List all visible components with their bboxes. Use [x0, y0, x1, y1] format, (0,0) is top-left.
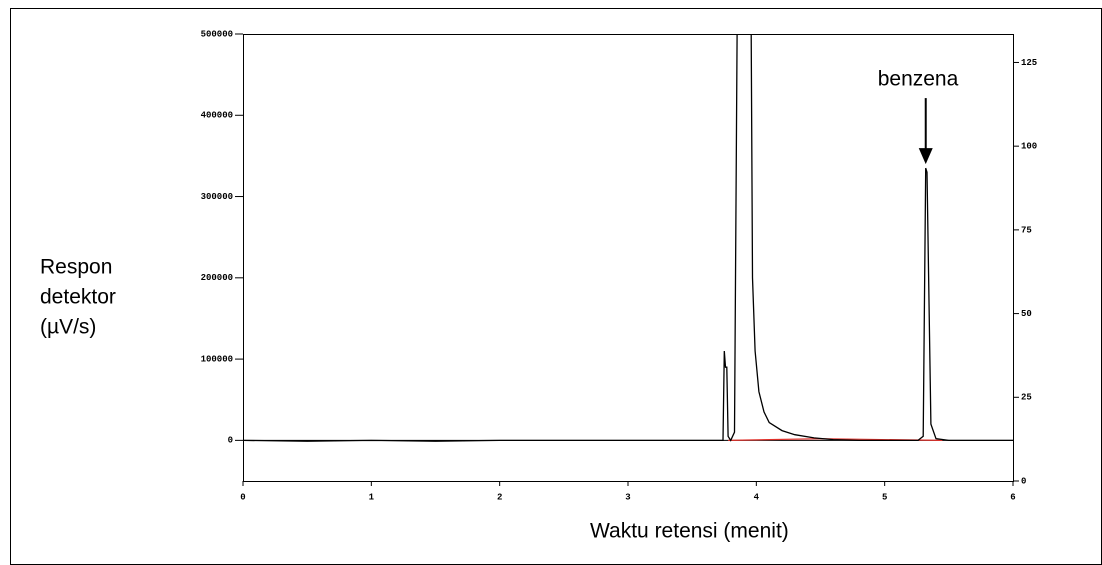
y-axis-label: detektor [40, 286, 116, 309]
y-tick-label: 300000 [201, 192, 233, 202]
y-tick-label: 100000 [201, 354, 233, 364]
annotation-arrowhead [919, 148, 933, 164]
x-tick-label: 1 [369, 492, 375, 502]
x-tick-label: 6 [1010, 492, 1015, 502]
y-tick-label: 0 [228, 436, 233, 446]
x-axis-label: Waktu retensi (menit) [590, 520, 789, 543]
y2-tick-label: 25 [1021, 393, 1032, 403]
x-tick-label: 0 [240, 492, 245, 502]
plot-area [244, 35, 1014, 482]
y-axis-label: Respon [40, 256, 112, 279]
trace [243, 34, 1013, 441]
y-tick-label: 400000 [201, 111, 233, 121]
y-tick-label: 200000 [201, 273, 233, 283]
y2-tick-label: 75 [1021, 225, 1032, 235]
y-tick-label: 500000 [201, 29, 233, 39]
y2-tick-label: 100 [1021, 142, 1037, 152]
y2-tick-label: 125 [1021, 58, 1037, 68]
x-tick-label: 4 [754, 492, 760, 502]
y2-tick-label: 0 [1021, 476, 1026, 486]
chart: Waktu retensi (menit) 0 100000 200000 30000… [0, 0, 1102, 565]
annotation: benzena [878, 68, 959, 91]
x-tick-label: 2 [497, 492, 502, 502]
x-tick-label: 5 [882, 492, 887, 502]
x-tick-label: 3 [625, 492, 630, 502]
y2-tick-label: 50 [1021, 309, 1032, 319]
page: {"chart_data": {"type": "line", "ylabel"… [0, 0, 1102, 565]
plot-clip [243, 34, 1013, 441]
y-axis-label: (µV/s) [40, 316, 96, 339]
